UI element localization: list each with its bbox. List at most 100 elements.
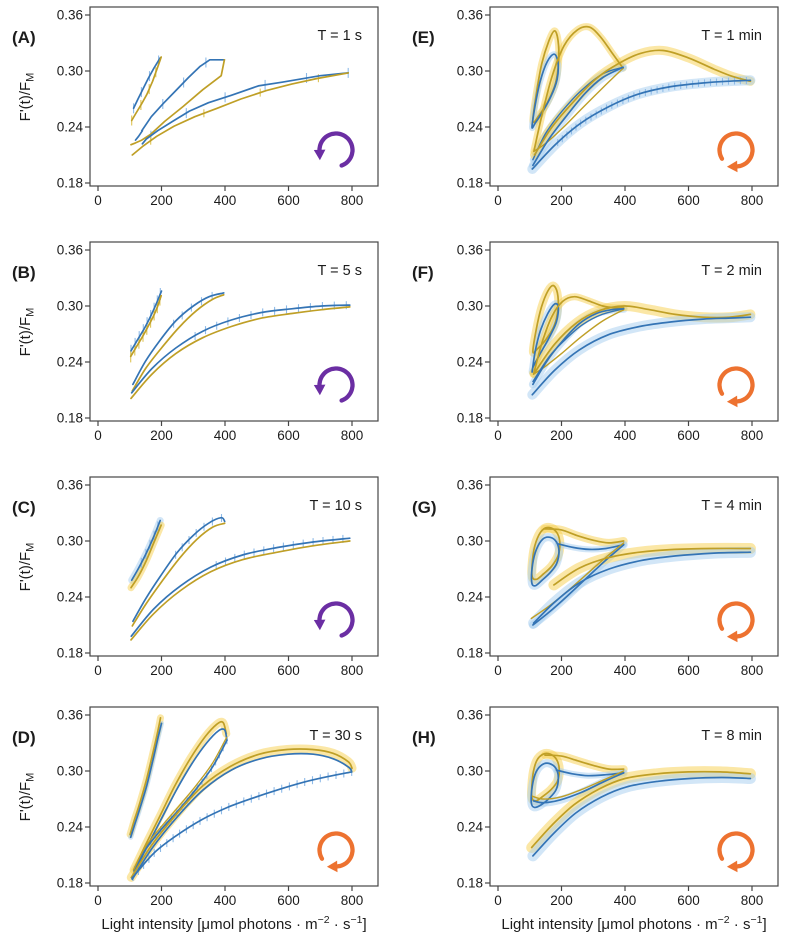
y-axis-title-text: F'(t)/FM (17, 73, 37, 122)
curve-yellow (544, 754, 625, 771)
counterclockwise-arrow-icon (313, 366, 355, 403)
x-tick-label: 600 (677, 193, 700, 208)
curve-blue (132, 57, 162, 110)
x-tick-label: 400 (614, 893, 637, 908)
y-tick-label: 0.36 (457, 8, 483, 23)
curve-yellow (530, 542, 625, 620)
condition-label: T = 8 min (701, 728, 762, 744)
curve-blue (132, 516, 226, 623)
curve-blue (532, 776, 752, 857)
x-tick-label: 200 (550, 428, 573, 443)
y-axis-title: F'(t)/FM (17, 73, 37, 122)
x-tick-label: 800 (741, 893, 764, 908)
plot-frame (489, 476, 779, 657)
y-axis-title: F'(t)/FM (17, 308, 37, 357)
y-tick-label: 0.24 (57, 590, 84, 605)
confidence-band-blue (527, 772, 756, 862)
panel-A: 0 200 400 600 800 0.18 0.24 0.30 0.36 F'(t)/FM (A)… (12, 6, 379, 208)
arrow-head (326, 860, 338, 873)
y-tick-label: 0.24 (57, 355, 84, 370)
curve-blue (531, 316, 752, 396)
y-tick-label: 0.36 (57, 8, 83, 23)
curve-yellow (129, 294, 163, 358)
y-tick-label: 0.24 (457, 120, 484, 135)
x-tick-label: 600 (277, 193, 300, 208)
x-tick-label: 400 (214, 193, 237, 208)
x-axis-label-text: Light intensity [μmol photons · m (101, 916, 318, 933)
x-tick-label: 800 (741, 663, 764, 678)
y-tick-label: 0.30 (57, 64, 83, 79)
x-tick-label: 600 (677, 663, 700, 678)
panel-letter: (F) (412, 263, 434, 282)
curve-yellow (533, 305, 752, 375)
panel-letter: (C) (12, 498, 36, 517)
x-axis-label-text: ] (362, 916, 367, 933)
y-axis-title-text: F'(t)/FM (17, 543, 37, 592)
curve-blue (532, 772, 625, 804)
plot-frame (489, 706, 779, 887)
x-tick-label: 200 (150, 428, 173, 443)
curve-yellow (130, 58, 226, 146)
x-axis-label-text: Light intensity [μmol photons · m (501, 916, 718, 933)
curve-yellow (131, 522, 226, 627)
curve-yellow (130, 56, 163, 122)
y-axis-title: F'(t)/FM (17, 543, 37, 592)
y-tick-label: 0.24 (57, 820, 84, 835)
curve-blue (532, 308, 625, 383)
y-tick-label: 0.36 (457, 243, 483, 258)
x-tick-label: 600 (277, 893, 300, 908)
y-tick-label: 0.18 (57, 646, 83, 661)
y-tick-label: 0.36 (457, 478, 483, 493)
curve-blue (133, 739, 228, 872)
clockwise-arrow-icon (717, 366, 755, 408)
panel-G: 0 200 400 600 800 0.18 0.24 0.30 0.36 (G) T = 4 mi… (412, 476, 779, 678)
curve-blue (131, 752, 353, 881)
clockwise-arrow-icon (717, 131, 755, 173)
arrow-head (726, 860, 738, 873)
curve-blue (530, 536, 560, 587)
x-tick-label: 800 (741, 193, 764, 208)
y-tick-label: 0.36 (57, 478, 83, 493)
curve-yellow (543, 528, 625, 544)
curve-blue (130, 290, 163, 352)
panel-letter: (G) (412, 498, 437, 517)
y-tick-label: 0.30 (457, 64, 483, 79)
y-tick-label: 0.30 (457, 534, 483, 549)
panel-letter: (B) (12, 263, 36, 282)
arrow-head (726, 630, 738, 643)
x-tick-label: 600 (677, 428, 700, 443)
panel-H: 0 200 400 600 800 0.18 0.24 0.30 0.36 (H) T = 8 mi… (412, 706, 779, 908)
condition-label: T = 10 s (309, 498, 362, 514)
x-tick-label: 200 (150, 193, 173, 208)
plot-frame (89, 241, 379, 422)
panel-C: 0 200 400 600 800 0.18 0.24 0.30 0.36 F'(t)/FM (C)… (12, 476, 379, 678)
arrow-head (313, 619, 326, 631)
curve-blue (141, 72, 350, 145)
curve-yellow (130, 748, 353, 879)
panel-E: 0 200 400 600 800 0.18 0.24 0.30 0.36 (E) T = 1 mi… (412, 6, 779, 208)
panel-F: 0 200 400 600 800 0.18 0.24 0.30 0.36 (F) T = 2 mi… (412, 241, 779, 443)
curve-blue (532, 543, 625, 626)
curve-yellow (533, 25, 624, 153)
curve-blue (532, 551, 752, 624)
y-tick-label: 0.18 (57, 176, 83, 191)
panel-letter: (H) (412, 728, 436, 747)
x-tick-label: 200 (150, 663, 173, 678)
y-tick-label: 0.24 (457, 355, 484, 370)
y-tick-label: 0.36 (457, 708, 483, 723)
panel-letter: (A) (12, 28, 36, 47)
curve-yellow (532, 309, 625, 375)
x-axis-label-right: Light intensity [μmol photons · m−2 · s−… (400, 912, 800, 948)
x-tick-label: 400 (214, 893, 237, 908)
curve-blue (132, 292, 225, 386)
condition-label: T = 2 min (701, 263, 762, 279)
y-tick-label: 0.18 (457, 411, 483, 426)
curve-yellow (132, 736, 228, 871)
curve-blue (130, 304, 351, 394)
x-tick-label: 0 (494, 428, 502, 443)
x-axis-label-sup: −2 (317, 914, 330, 926)
x-axis-label-text: ] (762, 916, 767, 933)
curve-blue (532, 307, 625, 386)
condition-label: T = 4 min (701, 498, 762, 514)
